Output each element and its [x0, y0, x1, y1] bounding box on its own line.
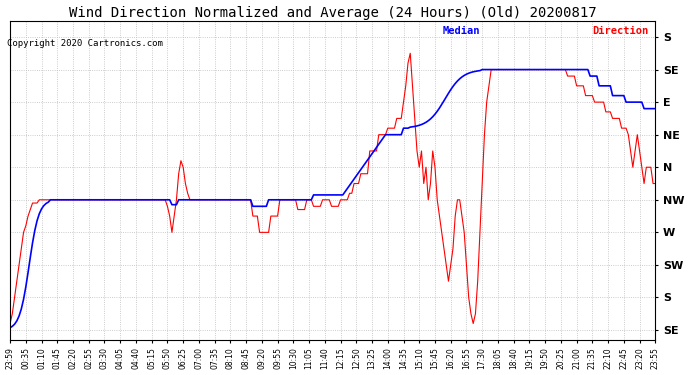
- Text: Median: Median: [442, 26, 480, 36]
- Text: Copyright 2020 Cartronics.com: Copyright 2020 Cartronics.com: [7, 39, 163, 48]
- Title: Wind Direction Normalized and Average (24 Hours) (Old) 20200817: Wind Direction Normalized and Average (2…: [69, 6, 596, 20]
- Text: Direction: Direction: [593, 26, 649, 36]
